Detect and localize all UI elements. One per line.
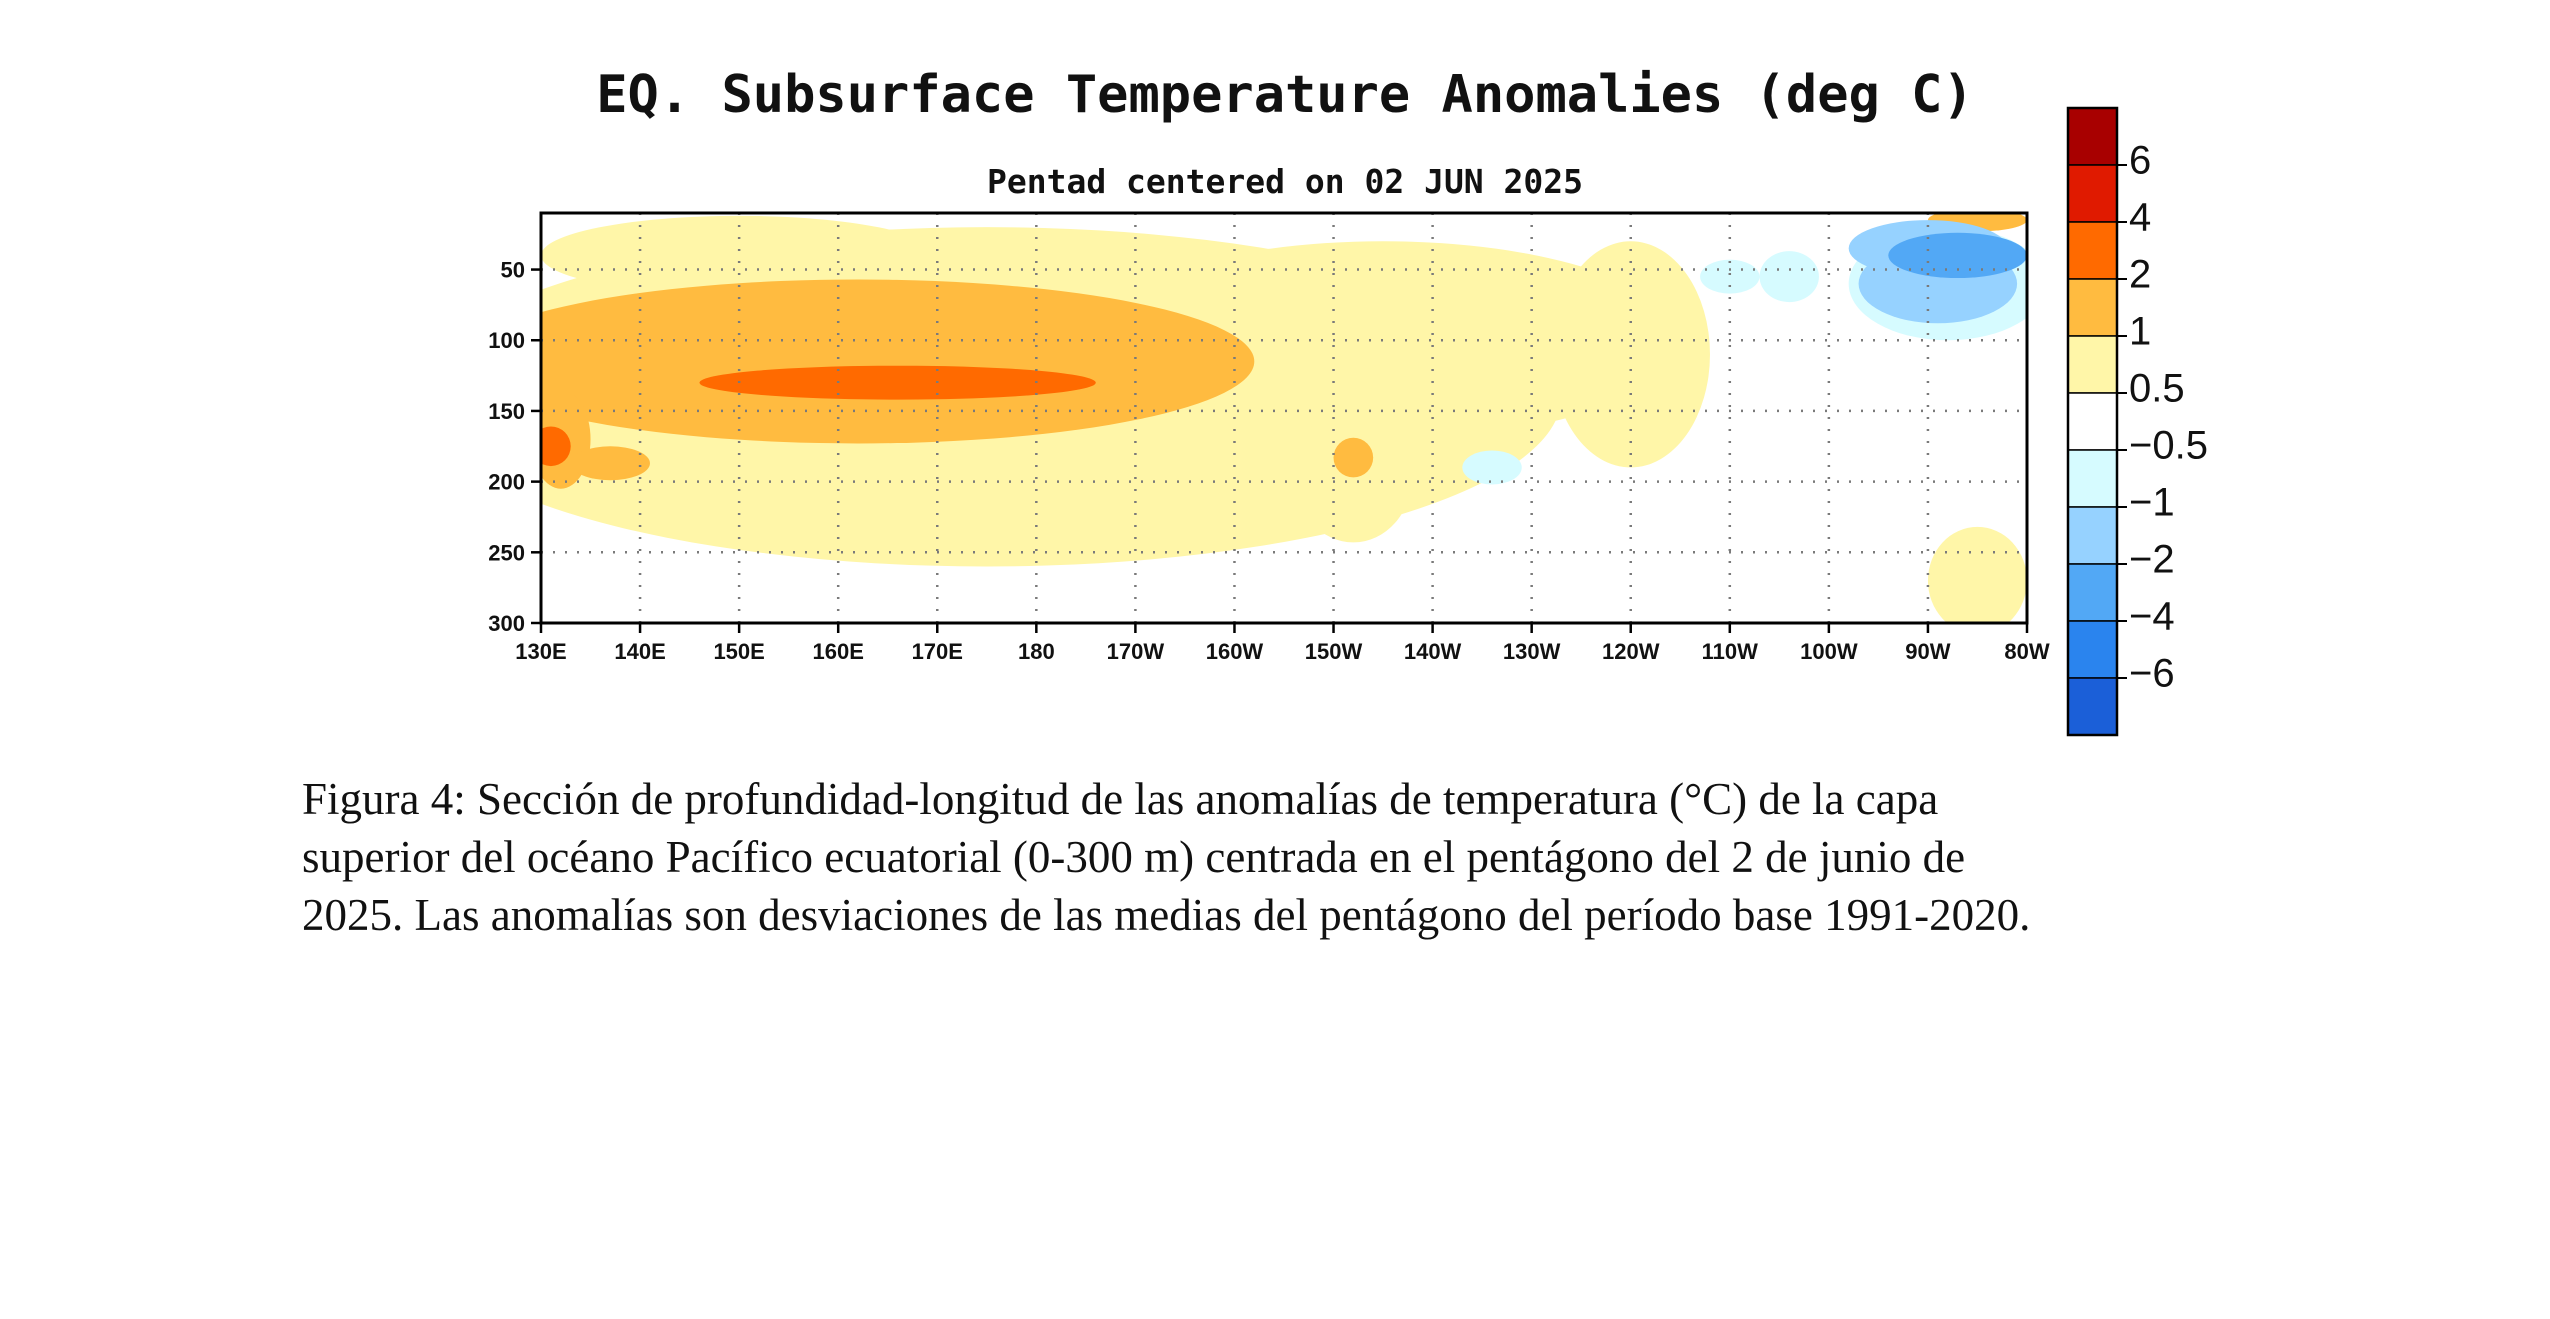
colorbar: 6 4 2 1 0.5 −0.5 −1 −2 −4 −6 [2066, 106, 2208, 737]
x-tick-label: 90W [1905, 639, 1950, 664]
x-tick-label: 80W [2004, 639, 2049, 664]
x-tick-label: 130W [1503, 639, 1561, 664]
x-tick-label: 170E [912, 639, 963, 664]
x-tick-label: 140W [1404, 639, 1462, 664]
plot-area [539, 211, 2029, 625]
anomaly-region [1333, 437, 1374, 478]
x-tick-label: 120W [1602, 639, 1660, 664]
anomaly-region [1085, 241, 1681, 440]
colorbar-swatch [2067, 392, 2118, 451]
colorbar-label: −4 [2129, 595, 2175, 639]
colorbar-swatch [2067, 563, 2118, 622]
y-tick-label: 100 [488, 328, 525, 353]
anomaly-region [699, 365, 1096, 400]
anomaly-region [1927, 526, 2027, 623]
x-tick-label: 150W [1305, 639, 1363, 664]
colorbar-label: 1 [2129, 310, 2151, 354]
colorbar-swatch [2067, 278, 2118, 337]
y-tick-label: 200 [488, 470, 525, 495]
anomaly-region [1462, 450, 1522, 485]
x-tick-label: 160W [1206, 639, 1264, 664]
caption-line: 2025. Las anomalías son desviaciones de … [302, 890, 2031, 940]
colorbar-swatch [2067, 677, 2118, 736]
x-tick-label: 150E [713, 639, 764, 664]
colorbar-swatch [2067, 506, 2118, 565]
x-tick-label: 180 [1018, 639, 1055, 664]
y-tick-label: 250 [488, 540, 525, 565]
grid-lines [541, 213, 2027, 623]
colorbar-label: 0.5 [2129, 367, 2185, 411]
y-tick-label: 50 [501, 258, 525, 283]
anomaly-region [570, 446, 650, 481]
anomaly-region [1700, 259, 1760, 294]
anomaly-region [541, 279, 1255, 444]
anomaly-region [1888, 232, 2027, 279]
chart-subtitle: Pentad centered on 02 JUN 2025 [987, 162, 1583, 201]
colorbar-label: 6 [2129, 139, 2151, 183]
y-axis: 50 100 150 200 250 300 [488, 258, 541, 636]
anomaly-region [1759, 251, 1819, 303]
colorbar-label: −0.5 [2129, 424, 2208, 468]
colorbar-label: 4 [2129, 196, 2151, 240]
figure-caption: Figura 4: Sección de profundidad-longitu… [302, 770, 2302, 944]
colorbar-swatch [2067, 449, 2118, 508]
colorbar-swatch [2067, 107, 2118, 166]
x-tick-label: 160E [813, 639, 864, 664]
colorbar-frame [2066, 106, 2119, 737]
colorbar-swatch [2067, 164, 2118, 223]
caption-line: Figura 4: Sección de profundidad-longitu… [302, 774, 1939, 824]
colorbar-label: −6 [2129, 652, 2175, 696]
chart-title: EQ. Subsurface Temperature Anomalies (de… [596, 65, 1974, 125]
x-tick-label: 130E [515, 639, 566, 664]
anomaly-region [541, 426, 571, 467]
anomaly-region [541, 215, 938, 295]
x-tick-label: 100W [1800, 639, 1858, 664]
x-tick-label: 170W [1107, 639, 1165, 664]
anomaly-region [1551, 241, 1710, 468]
x-axis: 130E 140E 150E 160E 170E 180 170W 160W 150W 140W 1… [515, 623, 2050, 664]
colorbar-swatch [2067, 335, 2118, 394]
colorbar-swatch [2067, 221, 2118, 280]
colorbar-label: −1 [2129, 481, 2175, 525]
colorbar-swatch [2067, 620, 2118, 679]
plot-frame [539, 211, 2029, 625]
y-tick-label: 300 [488, 611, 525, 636]
colorbar-label: −2 [2129, 538, 2175, 582]
x-tick-label: 110W [1702, 639, 1758, 664]
colorbar-label: 2 [2129, 253, 2151, 297]
y-tick-label: 150 [488, 399, 525, 424]
caption-line: superior del océano Pacífico ecuatorial … [302, 832, 1966, 882]
x-tick-label: 140E [614, 639, 665, 664]
